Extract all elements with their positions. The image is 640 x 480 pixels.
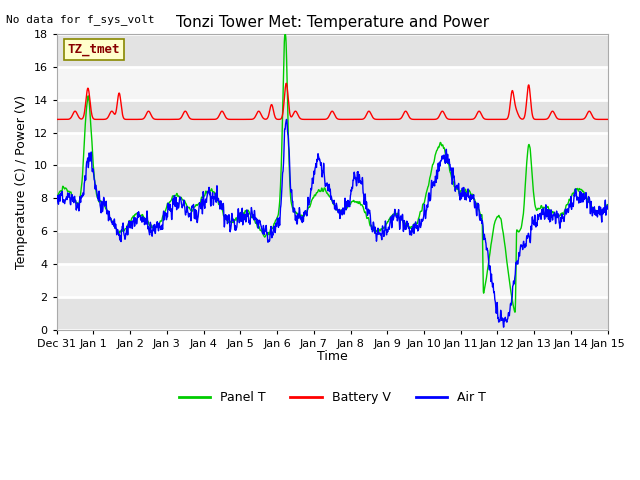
Text: No data for f_sys_volt: No data for f_sys_volt	[6, 14, 155, 25]
X-axis label: Time: Time	[317, 350, 348, 363]
Battery V	[360, 116, 368, 121]
Air T	[556, 220, 563, 226]
Battery V	[556, 116, 563, 122]
Panel T	[281, 32, 289, 37]
Panel T	[511, 309, 519, 315]
Panel T	[207, 188, 214, 194]
Bar	[57, 100, 607, 132]
Air T	[604, 203, 611, 208]
Line: Panel T: Panel T	[57, 35, 607, 312]
Panel T	[348, 199, 356, 204]
Air T	[283, 117, 291, 122]
Air T	[207, 192, 214, 198]
Bar	[57, 34, 607, 67]
Air T	[571, 193, 579, 199]
Battery V	[53, 117, 61, 122]
Air T	[53, 199, 61, 204]
Panel T	[360, 208, 368, 214]
Bar	[57, 297, 607, 330]
Panel T	[556, 213, 563, 219]
Panel T	[604, 202, 611, 207]
Line: Air T: Air T	[57, 120, 607, 327]
Air T	[348, 184, 356, 190]
Bar	[57, 231, 607, 264]
Battery V	[207, 117, 214, 122]
Air T	[493, 311, 500, 316]
Panel T	[53, 192, 61, 198]
Panel T	[493, 216, 500, 221]
Legend: Panel T, Battery V, Air T: Panel T, Battery V, Air T	[173, 386, 491, 409]
Battery V	[493, 117, 500, 122]
Bar	[57, 166, 607, 198]
Air T	[360, 202, 368, 207]
Battery V	[604, 117, 611, 122]
Air T	[500, 324, 508, 330]
Y-axis label: Temperature (C) / Power (V): Temperature (C) / Power (V)	[15, 95, 28, 269]
Battery V	[348, 117, 356, 122]
Battery V	[571, 117, 579, 122]
Panel T	[571, 187, 579, 193]
Title: Tonzi Tower Met: Temperature and Power: Tonzi Tower Met: Temperature and Power	[175, 15, 489, 30]
Line: Battery V: Battery V	[57, 84, 607, 120]
Text: TZ_tmet: TZ_tmet	[68, 43, 120, 56]
Battery V	[282, 81, 290, 86]
